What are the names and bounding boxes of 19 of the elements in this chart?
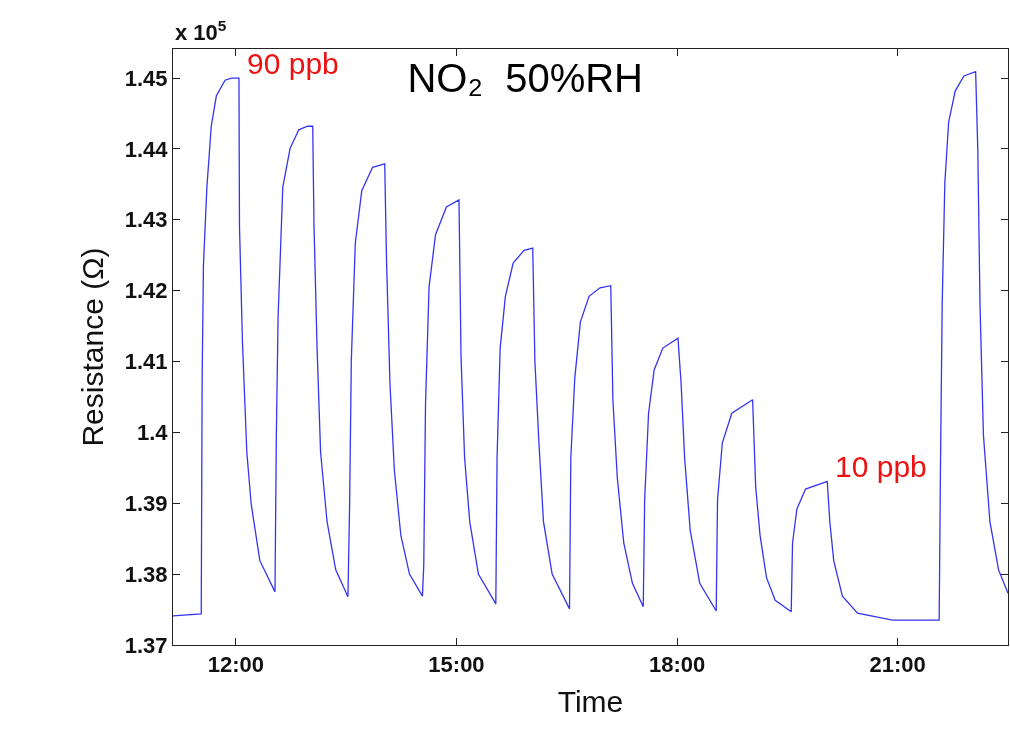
y-tick-label: 1.38 — [124, 561, 168, 587]
x-tick-label: 12:00 — [207, 652, 265, 678]
y-tick-label: 1.37 — [124, 632, 168, 658]
x-axis-title: Time — [557, 684, 624, 718]
y-tick-label: 1.41 — [124, 349, 168, 375]
y-tick-label: 1.39 — [124, 490, 168, 516]
x-tick-label: 21:00 — [869, 652, 926, 678]
chart-title: NO₂ 50%RH — [407, 56, 643, 101]
y-tick-label: 1.44 — [124, 136, 169, 162]
x-tick-label: 15:00 — [428, 652, 485, 678]
annotation: 10 ppb — [835, 450, 927, 483]
y-tick-label: 1.4 — [137, 420, 169, 446]
y-tick-label: 1.42 — [124, 278, 168, 304]
text: x 10$^{5}$ — [175, 17, 227, 46]
y-tick-label: 1.45 — [124, 65, 168, 91]
x-tick-label: 18:00 — [648, 652, 706, 678]
y-axis-title: Resistance (Ω) — [75, 247, 109, 447]
y-tick-label: 1.43 — [124, 207, 168, 233]
annotation: 90 ppb — [247, 47, 339, 80]
